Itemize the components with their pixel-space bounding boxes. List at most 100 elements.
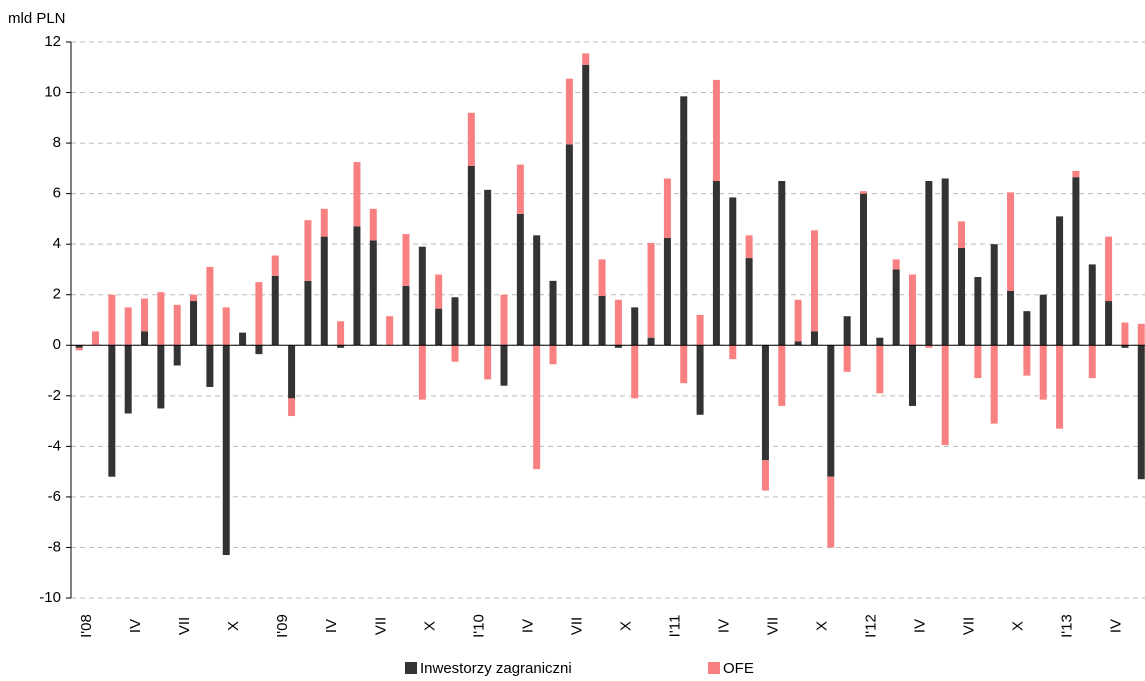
bar	[75, 347, 83, 351]
bar	[467, 165, 475, 346]
bar	[794, 341, 802, 346]
bar	[663, 178, 671, 238]
bar	[1023, 311, 1031, 346]
y-tick-label: 10	[44, 84, 61, 101]
bar	[565, 144, 573, 346]
bar	[402, 234, 410, 286]
x-tick-label: IV	[519, 619, 536, 633]
bar	[190, 294, 198, 302]
bar	[1039, 345, 1047, 400]
bar	[745, 235, 753, 259]
bar	[418, 345, 426, 400]
bar	[843, 316, 851, 346]
bar	[941, 345, 949, 446]
bar	[761, 345, 769, 461]
bar	[778, 181, 786, 346]
bar	[386, 316, 394, 346]
legend-label: Inwestorzy zagraniczni	[420, 660, 572, 677]
bar	[271, 255, 279, 276]
bar	[810, 230, 818, 332]
x-tick-label: IV	[715, 619, 732, 633]
bar	[190, 301, 198, 346]
bar	[892, 259, 900, 270]
bar	[500, 294, 508, 346]
bar	[451, 345, 459, 362]
y-tick-label: 12	[44, 33, 61, 50]
bar	[810, 331, 818, 346]
x-tick-label: VII	[176, 617, 193, 635]
bar	[141, 331, 149, 346]
bar	[124, 307, 132, 346]
bar	[402, 285, 410, 346]
bar	[304, 220, 312, 281]
bar	[1121, 322, 1129, 346]
y-tick-label: -8	[48, 538, 61, 555]
bar	[1105, 301, 1113, 346]
bar	[451, 297, 459, 346]
bar	[124, 345, 132, 414]
bar	[614, 345, 622, 348]
x-tick-label: IV	[127, 619, 144, 633]
bar	[549, 345, 557, 365]
bar	[565, 78, 573, 145]
x-tick-label: X	[225, 621, 242, 631]
bar	[1072, 170, 1080, 178]
bar	[663, 237, 671, 346]
bar	[173, 345, 181, 366]
bar	[631, 307, 639, 346]
bar	[1121, 345, 1129, 348]
bar	[859, 193, 867, 346]
bar	[484, 189, 492, 346]
bar	[974, 277, 982, 346]
bar	[680, 96, 688, 346]
bar	[222, 345, 230, 556]
bar	[92, 331, 100, 346]
bar	[271, 275, 279, 346]
bar	[631, 345, 639, 399]
bar	[859, 191, 867, 194]
x-tick-label: VII	[764, 617, 781, 635]
bar	[582, 53, 590, 65]
bar	[320, 236, 328, 346]
x-tick-label: X	[421, 621, 438, 631]
bar	[925, 181, 933, 346]
bar	[337, 321, 345, 346]
y-tick-label: 2	[53, 286, 61, 303]
bar	[255, 345, 263, 355]
bar	[729, 345, 737, 360]
bar	[876, 345, 884, 394]
bar	[222, 307, 230, 346]
bar	[288, 345, 296, 399]
bar	[288, 398, 296, 417]
bar	[206, 345, 214, 387]
bar	[304, 280, 312, 346]
bar	[549, 280, 557, 346]
y-axis-label: mld PLN	[8, 10, 66, 27]
bar	[435, 308, 443, 346]
y-tick-label: 4	[53, 235, 61, 252]
bar	[598, 295, 606, 346]
x-tick-label: IV	[911, 619, 928, 633]
x-tick-label: I'11	[666, 615, 683, 638]
bar	[827, 476, 835, 548]
bar	[712, 79, 720, 181]
bar	[958, 247, 966, 346]
bar	[75, 345, 83, 348]
bar	[141, 298, 149, 332]
y-tick-label: 6	[53, 185, 61, 202]
legend-label: OFE	[723, 660, 754, 677]
bar	[1137, 345, 1145, 480]
bar	[533, 235, 541, 346]
y-tick-label: 0	[53, 336, 61, 353]
bar	[941, 178, 949, 346]
bar	[157, 292, 165, 346]
bar	[974, 345, 982, 379]
bar	[909, 274, 917, 346]
bar	[418, 246, 426, 346]
bar	[647, 242, 655, 338]
bar	[1039, 294, 1047, 346]
bar	[1105, 236, 1113, 302]
x-tick-label: I'08	[78, 614, 95, 638]
bar	[990, 244, 998, 346]
bar	[680, 345, 688, 384]
